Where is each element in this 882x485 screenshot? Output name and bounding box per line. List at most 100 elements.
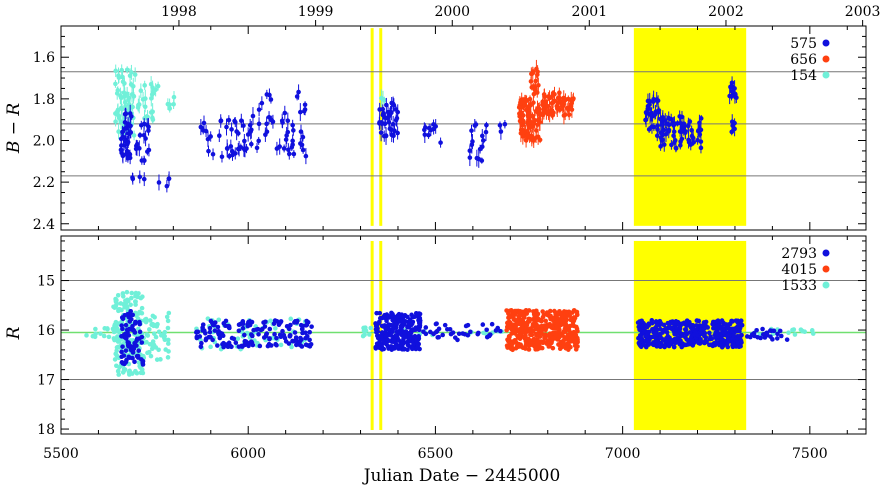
data-point xyxy=(672,138,678,143)
year-label: 2001 xyxy=(571,4,607,20)
data-point xyxy=(131,94,137,99)
data-point xyxy=(646,127,652,132)
data-point xyxy=(116,368,121,374)
data-point xyxy=(467,148,473,154)
data-point xyxy=(291,151,297,157)
data-point xyxy=(206,148,211,154)
data-point xyxy=(361,328,367,334)
data-point xyxy=(411,341,416,347)
data-point xyxy=(668,340,673,345)
data-point xyxy=(153,87,158,93)
data-point xyxy=(737,336,742,342)
data-point xyxy=(519,97,524,102)
data-point xyxy=(290,138,295,144)
series-blue xyxy=(119,308,790,367)
data-point xyxy=(382,121,388,127)
data-point xyxy=(292,330,298,335)
data-point xyxy=(391,337,397,343)
data-point xyxy=(725,339,731,345)
data-point xyxy=(401,346,407,352)
data-point xyxy=(303,323,309,328)
data-point xyxy=(287,332,293,338)
data-point xyxy=(119,354,124,359)
data-point xyxy=(410,319,416,325)
data-point xyxy=(137,319,142,325)
data-point xyxy=(652,112,658,117)
data-point xyxy=(215,324,221,330)
data-point xyxy=(678,143,683,148)
data-point xyxy=(562,314,568,320)
data-point xyxy=(123,331,128,337)
data-point xyxy=(131,133,137,138)
data-point xyxy=(114,325,120,331)
data-point xyxy=(124,357,129,363)
data-point xyxy=(638,333,644,339)
data-point xyxy=(116,75,122,80)
data-point xyxy=(684,323,689,329)
data-point xyxy=(395,130,400,136)
data-point xyxy=(155,83,161,89)
data-point xyxy=(150,117,156,123)
data-point xyxy=(698,116,704,121)
data-point xyxy=(552,91,557,97)
data-point xyxy=(715,318,721,324)
data-point xyxy=(384,341,389,347)
data-point xyxy=(426,132,431,138)
data-point xyxy=(125,298,131,304)
data-point xyxy=(130,176,136,182)
data-point xyxy=(261,320,266,325)
data-point xyxy=(224,124,229,130)
data-point xyxy=(394,115,400,121)
data-point xyxy=(143,136,148,141)
data-point xyxy=(278,334,284,340)
legend-marker xyxy=(822,39,830,47)
data-point xyxy=(792,332,798,337)
x-tick-label: 6000 xyxy=(230,446,266,462)
data-point xyxy=(165,341,171,346)
data-point xyxy=(537,106,542,112)
data-point xyxy=(116,129,121,134)
data-point xyxy=(129,290,135,296)
data-point xyxy=(119,67,125,73)
data-point xyxy=(673,331,679,337)
data-point xyxy=(709,336,715,342)
data-point xyxy=(649,320,655,326)
data-point xyxy=(436,326,442,332)
data-point xyxy=(127,368,132,374)
data-point xyxy=(705,325,710,330)
data-point xyxy=(646,322,651,327)
data-point xyxy=(237,322,243,327)
data-point xyxy=(554,325,559,331)
data-point xyxy=(149,342,155,348)
data-point xyxy=(542,335,547,341)
data-point xyxy=(388,322,394,328)
data-point xyxy=(145,149,150,154)
data-point xyxy=(643,110,649,115)
data-point xyxy=(517,312,522,317)
data-point xyxy=(472,123,478,128)
data-point xyxy=(661,127,666,133)
data-point xyxy=(378,130,384,135)
data-point xyxy=(300,147,306,153)
data-point xyxy=(240,325,246,331)
y-tick-label: 17 xyxy=(37,373,55,389)
data-point xyxy=(540,309,545,314)
data-point xyxy=(468,329,473,335)
data-point xyxy=(573,347,579,352)
data-point xyxy=(407,335,413,340)
data-point xyxy=(528,79,534,84)
data-point xyxy=(142,83,147,88)
data-point xyxy=(729,328,734,334)
data-point xyxy=(555,100,561,106)
data-point xyxy=(286,151,292,157)
data-point xyxy=(165,325,171,331)
data-point xyxy=(273,341,278,347)
data-point xyxy=(671,129,677,135)
data-point xyxy=(119,307,124,313)
data-point xyxy=(409,346,415,352)
data-point xyxy=(147,318,153,323)
data-point xyxy=(219,154,225,160)
data-point xyxy=(147,327,152,332)
data-point xyxy=(114,297,119,303)
